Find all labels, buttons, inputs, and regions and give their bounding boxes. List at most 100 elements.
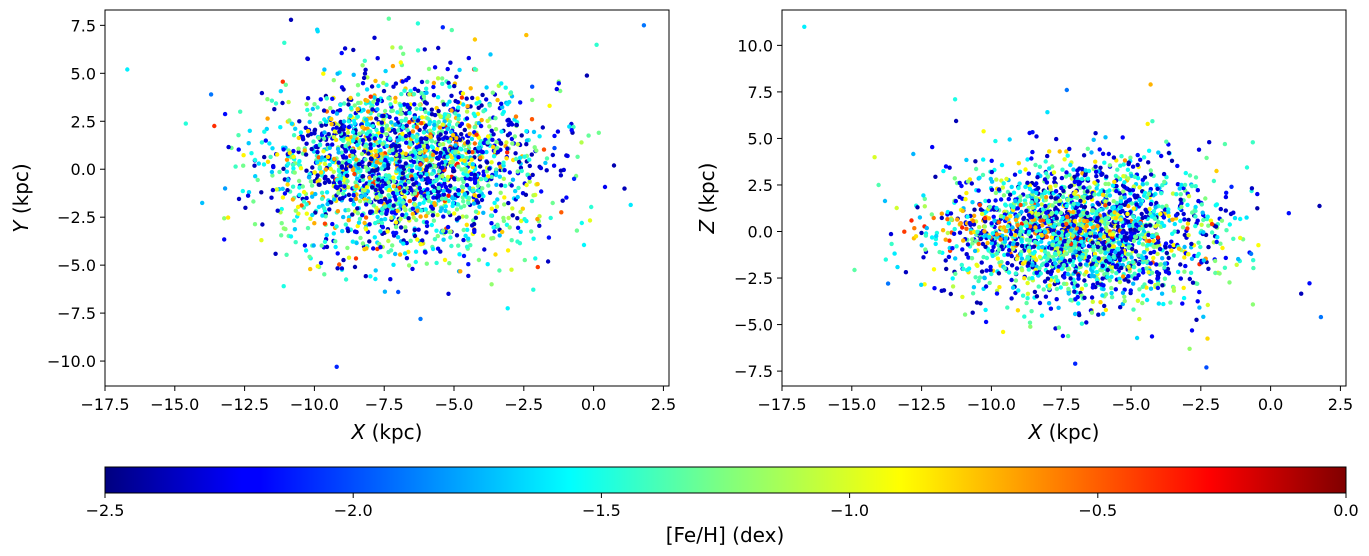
data-point bbox=[953, 271, 958, 276]
data-point bbox=[415, 48, 421, 53]
data-point bbox=[236, 196, 242, 202]
data-point bbox=[970, 237, 975, 242]
data-point bbox=[382, 151, 388, 156]
data-point bbox=[387, 136, 393, 141]
data-point bbox=[419, 91, 424, 96]
data-point bbox=[545, 259, 551, 264]
data-point-outlier bbox=[1318, 314, 1324, 320]
data-point bbox=[367, 239, 372, 244]
data-point bbox=[1037, 300, 1043, 306]
data-point bbox=[981, 129, 986, 134]
data-point bbox=[1036, 211, 1041, 217]
data-point bbox=[1213, 270, 1218, 276]
data-point bbox=[1187, 276, 1193, 282]
data-point bbox=[1132, 193, 1137, 198]
data-point bbox=[971, 229, 977, 235]
data-point bbox=[960, 225, 965, 230]
data-point bbox=[487, 166, 492, 171]
data-point bbox=[321, 108, 327, 113]
data-point bbox=[453, 143, 458, 148]
data-point bbox=[1115, 167, 1120, 172]
data-point bbox=[1050, 203, 1055, 208]
data-point bbox=[931, 215, 936, 221]
data-point bbox=[1132, 271, 1137, 276]
data-point bbox=[1058, 285, 1064, 290]
data-point bbox=[479, 176, 484, 182]
data-point bbox=[390, 63, 396, 69]
data-point bbox=[475, 200, 481, 205]
colorbar-tick-label: −1.5 bbox=[582, 501, 621, 520]
data-point bbox=[1126, 203, 1131, 209]
data-point bbox=[293, 126, 298, 131]
data-point bbox=[463, 169, 468, 174]
data-point bbox=[1138, 201, 1143, 207]
data-point bbox=[1025, 291, 1031, 296]
data-point bbox=[425, 116, 431, 121]
data-point bbox=[305, 107, 310, 113]
data-point bbox=[299, 203, 304, 208]
data-point bbox=[270, 187, 276, 193]
data-point bbox=[406, 179, 411, 185]
data-point bbox=[1186, 217, 1191, 223]
data-point bbox=[465, 140, 470, 145]
data-point bbox=[326, 132, 331, 137]
data-point bbox=[1034, 190, 1039, 196]
data-point bbox=[448, 183, 453, 188]
data-point bbox=[537, 223, 542, 228]
data-point bbox=[983, 284, 989, 289]
data-point bbox=[284, 157, 290, 162]
data-point bbox=[1049, 269, 1054, 274]
data-point bbox=[472, 37, 478, 42]
data-point bbox=[1166, 255, 1171, 261]
data-point bbox=[386, 96, 391, 101]
data-point bbox=[1120, 274, 1126, 279]
data-point bbox=[494, 182, 499, 187]
data-point bbox=[1006, 270, 1012, 275]
data-point bbox=[383, 197, 388, 202]
data-point bbox=[432, 65, 438, 70]
data-point bbox=[1178, 192, 1184, 197]
data-point bbox=[1155, 251, 1160, 257]
data-point bbox=[442, 177, 447, 183]
data-point bbox=[1036, 284, 1041, 289]
data-point bbox=[997, 285, 1002, 290]
data-point bbox=[387, 187, 392, 193]
data-point bbox=[352, 264, 358, 270]
data-point bbox=[398, 45, 403, 50]
data-point bbox=[1170, 217, 1175, 222]
data-point bbox=[1085, 176, 1091, 181]
data-point bbox=[522, 217, 527, 222]
data-point bbox=[466, 195, 472, 201]
data-point bbox=[464, 116, 470, 121]
x-tick-label: −10.0 bbox=[290, 395, 339, 414]
data-point bbox=[513, 151, 518, 156]
data-point bbox=[461, 237, 466, 243]
data-point bbox=[346, 102, 351, 107]
data-point bbox=[579, 140, 584, 145]
data-point bbox=[329, 116, 334, 122]
data-point bbox=[550, 152, 555, 158]
data-point bbox=[376, 177, 381, 182]
data-point bbox=[323, 119, 329, 124]
data-point bbox=[1039, 313, 1045, 318]
data-point bbox=[397, 159, 402, 164]
data-point bbox=[295, 204, 301, 210]
data-point bbox=[466, 200, 471, 206]
scatter-panel-xz: −17.5 −15.0 −12.5 −10.0 −7.5 −5.0 −2.5 0.0 2.5 −… bbox=[695, 9, 1353, 444]
data-point bbox=[374, 127, 379, 133]
data-point bbox=[1077, 222, 1082, 227]
data-point bbox=[579, 220, 584, 226]
data-point bbox=[397, 196, 402, 201]
data-point bbox=[1088, 221, 1094, 227]
data-point bbox=[311, 243, 316, 248]
data-point bbox=[335, 209, 341, 214]
data-point bbox=[1138, 221, 1143, 226]
data-point bbox=[304, 102, 309, 107]
data-point bbox=[951, 231, 957, 236]
data-point bbox=[998, 214, 1004, 219]
data-point bbox=[236, 133, 241, 138]
data-point bbox=[485, 140, 490, 145]
data-point bbox=[1164, 175, 1169, 180]
data-point bbox=[461, 199, 466, 204]
data-point bbox=[1206, 223, 1211, 228]
